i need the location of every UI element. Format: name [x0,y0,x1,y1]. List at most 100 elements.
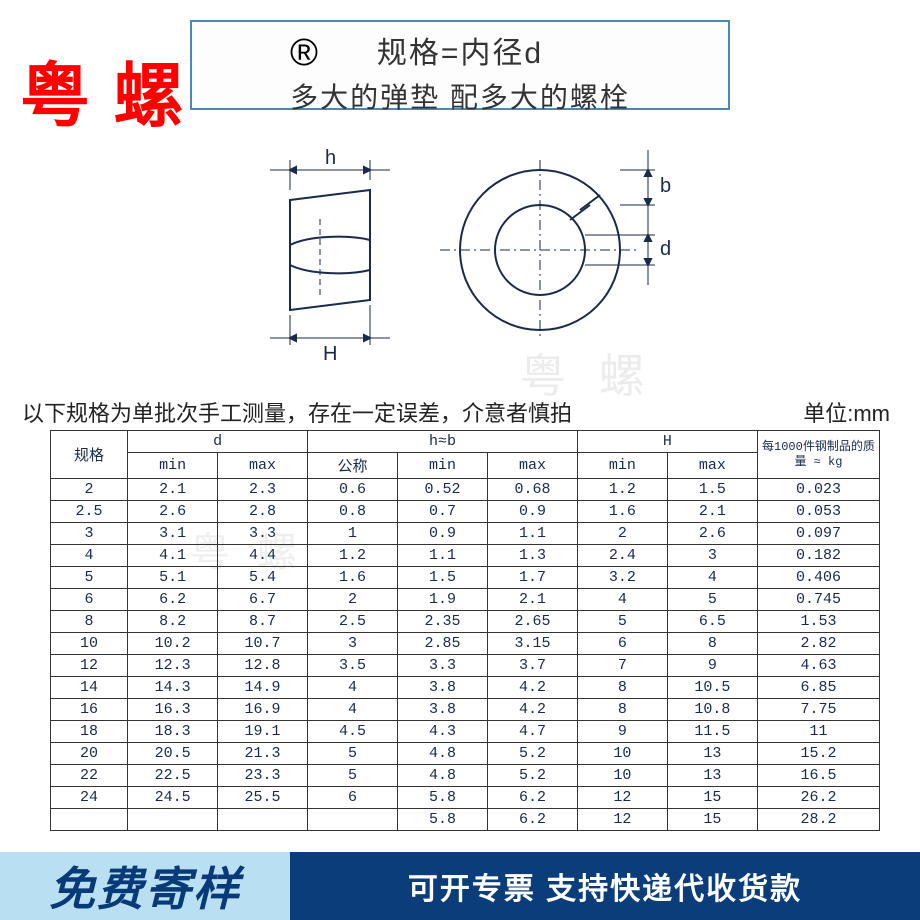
table-cell: 13 [667,743,757,765]
table-cell: 18.3 [128,721,218,743]
table-cell: 2.5 [51,501,128,523]
table-cell: 4.1 [128,545,218,567]
table-cell: 4.7 [487,721,577,743]
table-cell: 4.5 [308,721,398,743]
table-cell: 3.7 [487,655,577,677]
table-cell: 6.85 [757,677,879,699]
table-cell: 1.6 [577,501,667,523]
brand-logo: 粤 螺 [20,40,185,141]
table-cell: 10.8 [667,699,757,721]
table-cell: 4.8 [398,743,488,765]
table-cell: 0.9 [487,501,577,523]
table-cell: 6 [308,787,398,809]
th-H-max: max [667,453,757,479]
th-hb-max: max [487,453,577,479]
table-cell: 6 [577,633,667,655]
table-cell: 9 [667,655,757,677]
table-cell: 10.7 [218,633,308,655]
table-row: 88.28.72.52.352.6556.51.53 [51,611,880,633]
th-H: H [577,431,757,453]
table-cell: 1.2 [308,545,398,567]
table-cell: 26.2 [757,787,879,809]
table-row: 22.12.30.60.520.681.21.50.023 [51,479,880,501]
unit-label: 单位:mm [803,396,890,428]
table-cell: 16.3 [128,699,218,721]
table-cell: 3 [667,545,757,567]
table-cell: 6.2 [487,787,577,809]
th-H-min: min [577,453,667,479]
washer-diagram: h H b d [240,120,680,370]
table-cell: 0.182 [757,545,879,567]
table-cell: 2.6 [128,501,218,523]
table-cell: 11.5 [667,721,757,743]
table-cell: 3 [308,633,398,655]
table-cell: 1.6 [308,567,398,589]
table-cell: 0.023 [757,479,879,501]
table-cell: 5 [308,743,398,765]
table-row: 2020.521.354.85.2101315.2 [51,743,880,765]
table-cell: 9 [577,721,667,743]
table-cell: 3 [51,523,128,545]
title-line1: 规格=内径d [192,28,728,72]
table-row: 33.13.310.91.122.60.097 [51,523,880,545]
table-cell: 3.1 [128,523,218,545]
table-cell: 4.63 [757,655,879,677]
table-cell: 1.5 [667,479,757,501]
th-hb-min: min [398,453,488,479]
table-row: 1414.314.943.84.2810.56.85 [51,677,880,699]
table-cell: 28.2 [757,809,879,831]
table-cell: 2.1 [128,479,218,501]
table-cell: 0.68 [487,479,577,501]
table-cell: 5 [577,611,667,633]
table-cell: 24.5 [128,787,218,809]
table-cell: 3.8 [398,699,488,721]
th-hb: h≈b [308,431,578,453]
table-cell: 16.9 [218,699,308,721]
table-cell [308,809,398,831]
table-cell: 10.2 [128,633,218,655]
table-cell: 6.5 [667,611,757,633]
table-cell: 10 [577,743,667,765]
table-row: 2.52.62.80.80.70.91.62.10.053 [51,501,880,523]
table-cell: 13 [667,765,757,787]
title-line2: 多大的弹垫 配多大的螺栓 [192,76,728,116]
table-cell: 4 [51,545,128,567]
table-cell: 4 [308,699,398,721]
table-cell: 8.2 [128,611,218,633]
label-h: h [325,147,336,169]
table-cell: 7.75 [757,699,879,721]
table-cell: 2.8 [218,501,308,523]
table-cell: 2.65 [487,611,577,633]
table-cell: 24 [51,787,128,809]
footer-left: 免费寄样 [0,852,290,920]
table-cell: 0.8 [308,501,398,523]
table-cell [128,809,218,831]
table-cell: 1.3 [487,545,577,567]
th-d: d [128,431,308,453]
label-H: H [323,343,337,365]
table-cell: 4 [577,589,667,611]
table-cell: 12.3 [128,655,218,677]
table-cell: 5.2 [487,765,577,787]
table-cell: 6.7 [218,589,308,611]
th-d-min: min [128,453,218,479]
table-cell: 16 [51,699,128,721]
table-row: 1818.319.14.54.34.7911.511 [51,721,880,743]
table-row: 2222.523.354.85.2101316.5 [51,765,880,787]
table-cell: 4.2 [487,677,577,699]
table-cell: 6.2 [128,589,218,611]
label-d: d [660,238,671,260]
table-cell: 14.3 [128,677,218,699]
table-cell: 22 [51,765,128,787]
measurement-note: 以下规格为单批次手工测量，存在一定误差，介意者慎拍 [22,396,572,428]
table-cell: 0.053 [757,501,879,523]
table-cell: 0.52 [398,479,488,501]
table-row: 5.86.2121528.2 [51,809,880,831]
table-row: 2424.525.565.86.2121526.2 [51,787,880,809]
table-cell: 10 [51,633,128,655]
table-row: 66.26.721.92.1450.745 [51,589,880,611]
table-cell: 0.6 [308,479,398,501]
footer-left-text: 免费寄样 [49,853,241,919]
footer-right-text: 可开专票 支持快递代收货款 [408,864,802,908]
table-cell: 3.3 [398,655,488,677]
